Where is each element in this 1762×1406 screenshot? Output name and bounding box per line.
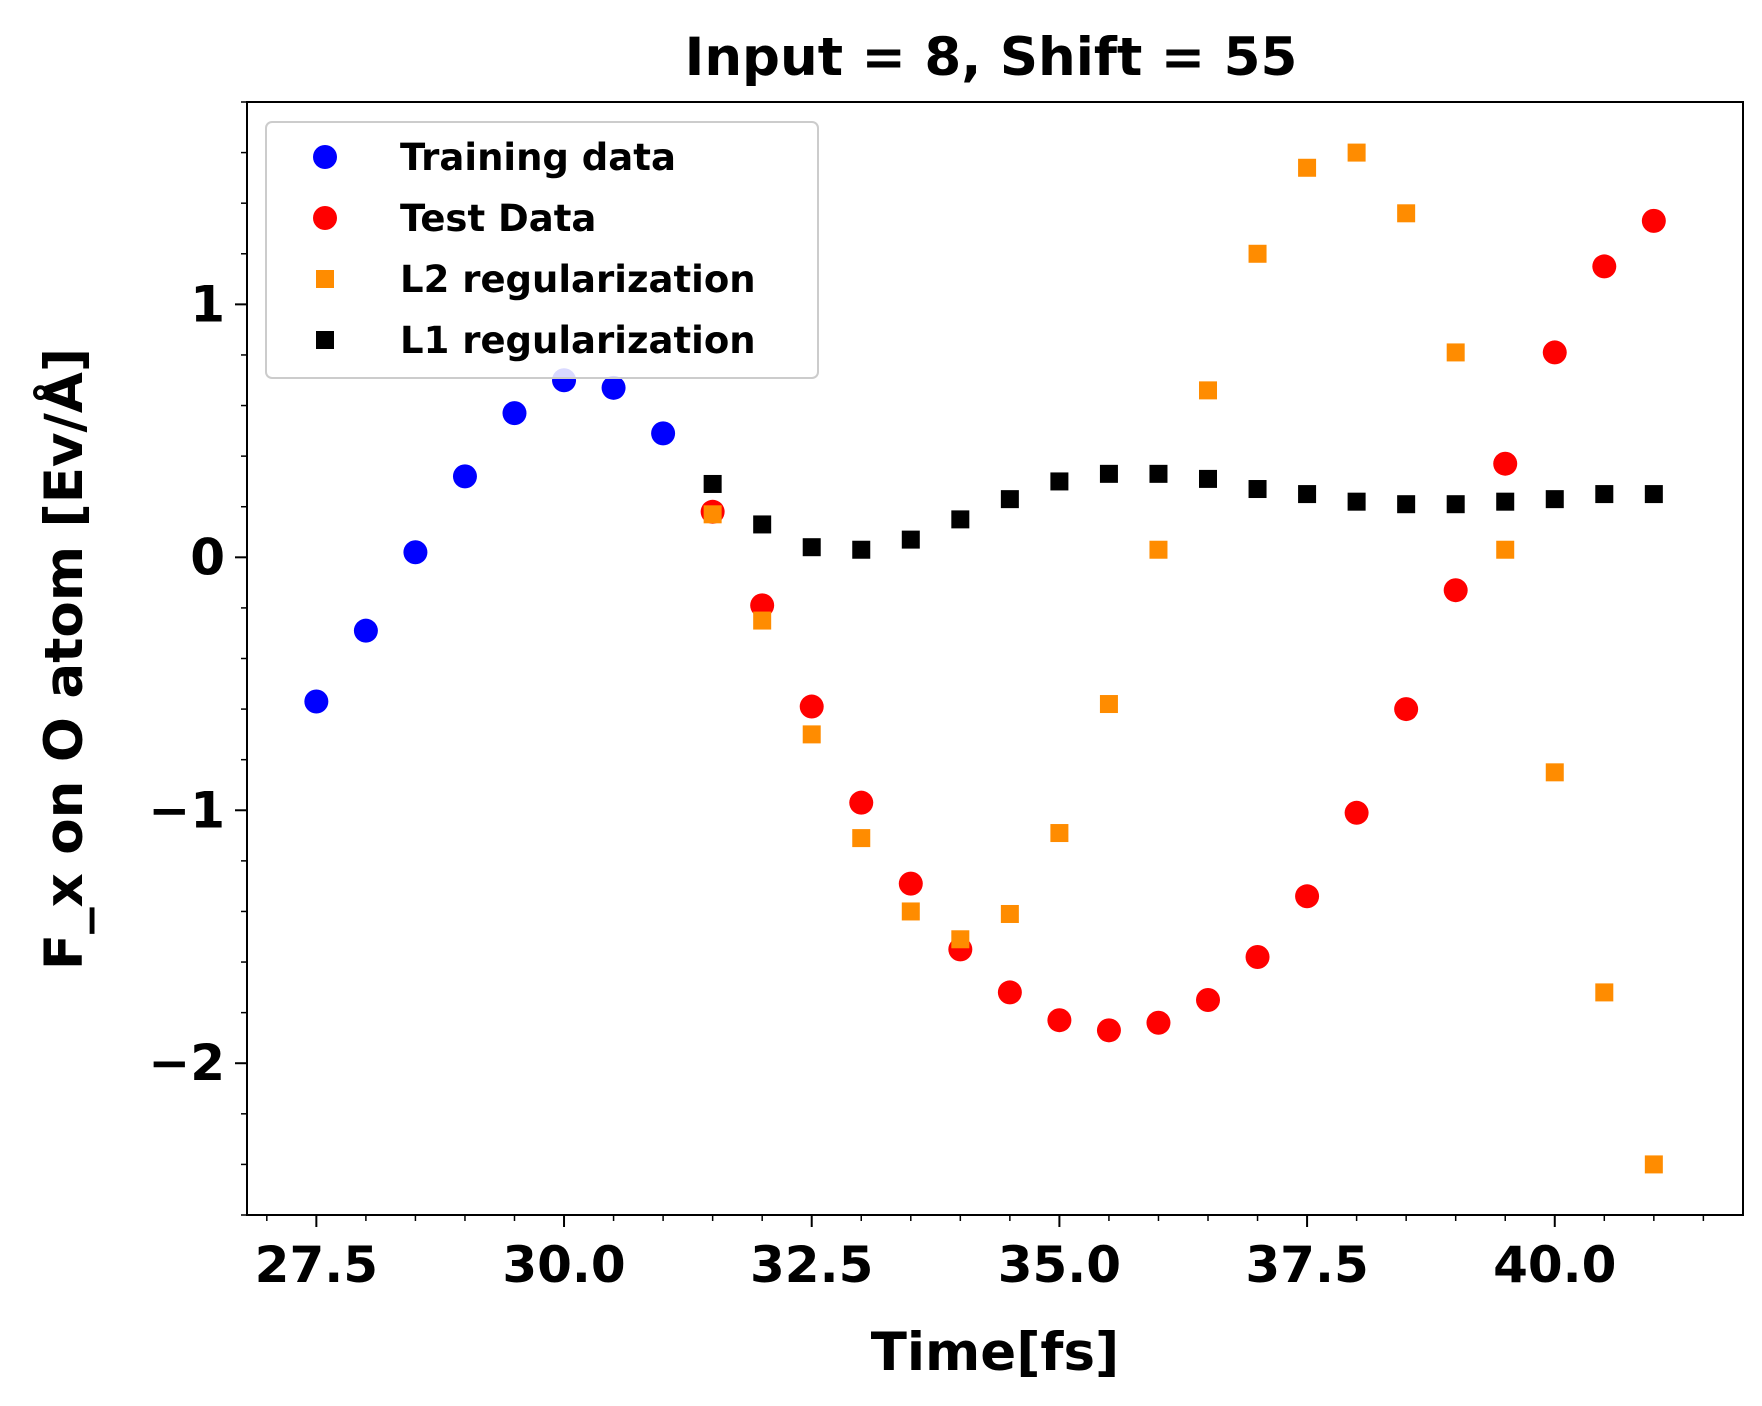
point-test-data: [849, 790, 874, 815]
series-l1-regularization: [703, 464, 1663, 559]
point-l2-regularization: [1000, 904, 1019, 923]
point-l2-regularization: [1644, 1155, 1663, 1174]
point-l1-regularization: [1347, 492, 1366, 511]
point-l2-regularization: [703, 505, 722, 524]
point-l2-regularization: [1496, 540, 1515, 559]
point-l1-regularization: [852, 540, 871, 559]
point-l1-regularization: [1248, 480, 1267, 499]
point-l1-regularization: [1298, 485, 1317, 504]
point-l2-regularization: [1248, 244, 1267, 263]
chart-title: Input = 8, Shift = 55: [685, 27, 1298, 88]
point-test-data: [997, 980, 1022, 1005]
y-tick-label: −1: [148, 781, 225, 839]
point-test-data: [1592, 254, 1617, 279]
point-test-data: [1096, 1018, 1121, 1043]
point-l2-regularization: [1050, 824, 1069, 843]
point-l1-regularization: [1397, 495, 1416, 514]
point-l2-regularization: [1298, 158, 1317, 177]
legend-box: [265, 121, 819, 379]
y-tick-label: 1: [190, 275, 225, 333]
data-points: [304, 143, 1666, 1174]
point-test-data: [1443, 578, 1468, 603]
legend-label: L1 regularization: [400, 319, 756, 362]
point-l1-regularization: [1545, 490, 1564, 509]
y-axis-label: F_x on O atom [Ev/Å]: [32, 348, 95, 970]
legend-label: Training data: [400, 136, 676, 179]
point-l1-regularization: [753, 515, 772, 534]
point-test-data: [1295, 884, 1320, 909]
point-l1-regularization: [1595, 485, 1614, 504]
point-l2-regularization: [951, 930, 970, 949]
point-l1-regularization: [1149, 464, 1168, 483]
point-l2-regularization: [901, 902, 920, 921]
point-l1-regularization: [1050, 472, 1069, 491]
point-l1-regularization: [802, 538, 821, 557]
point-l1-regularization: [1496, 492, 1515, 511]
legend-marker: [316, 270, 334, 288]
point-l1-regularization: [1199, 469, 1218, 488]
point-test-data: [750, 593, 775, 618]
point-l1-regularization: [951, 510, 970, 529]
series-l2-regularization: [703, 143, 1663, 1174]
point-l1-regularization: [901, 530, 920, 549]
x-tick-label: 30.0: [502, 1236, 625, 1294]
point-l2-regularization: [802, 725, 821, 744]
point-training-data: [452, 464, 477, 489]
point-training-data: [601, 375, 626, 400]
point-l2-regularization: [1595, 983, 1614, 1002]
legend-marker: [313, 206, 337, 230]
series-test-data: [700, 208, 1666, 1043]
x-tick-label: 32.5: [750, 1236, 873, 1294]
x-axis-label: Time[fs]: [871, 1322, 1120, 1383]
point-l1-regularization: [703, 474, 722, 493]
point-test-data: [1641, 208, 1666, 233]
point-test-data: [1196, 987, 1221, 1012]
point-l1-regularization: [1000, 490, 1019, 509]
legend-label: Test Data: [400, 197, 596, 240]
point-test-data: [1493, 451, 1518, 476]
legend-label: L2 regularization: [400, 258, 756, 301]
point-l1-regularization: [1644, 485, 1663, 504]
legend-marker: [313, 145, 337, 169]
point-l2-regularization: [1446, 343, 1465, 362]
point-training-data: [502, 401, 527, 426]
plot-frame: [246, 101, 1744, 1216]
point-l2-regularization: [1199, 381, 1218, 400]
point-training-data: [651, 421, 676, 446]
point-training-data: [353, 618, 378, 643]
tick-group: 27.5 30.0 32.5 35.0 37.5 40.0 1 0 −1 −2: [148, 101, 1705, 1294]
point-l2-regularization: [1149, 540, 1168, 559]
point-l2-regularization: [1347, 143, 1366, 162]
point-test-data: [1542, 340, 1567, 365]
point-test-data: [1146, 1010, 1171, 1035]
x-tick-label: 37.5: [1245, 1236, 1368, 1294]
point-test-data: [1245, 944, 1270, 969]
x-tick-label: 40.0: [1493, 1236, 1616, 1294]
point-test-data: [1047, 1008, 1072, 1033]
point-l2-regularization: [852, 829, 871, 848]
y-tick-label: −2: [148, 1034, 225, 1092]
point-training-data: [304, 689, 329, 714]
point-training-data: [403, 540, 428, 565]
point-l2-regularization: [1397, 204, 1416, 223]
point-test-data: [1344, 800, 1369, 825]
legend: Training data Test Data L2 regularization L…: [265, 121, 819, 379]
point-test-data: [898, 871, 923, 896]
legend-marker: [316, 331, 334, 349]
x-tick-label: 27.5: [255, 1236, 378, 1294]
x-tick-label: 35.0: [998, 1236, 1121, 1294]
point-test-data: [1394, 697, 1419, 722]
y-tick-label: 0: [190, 528, 225, 586]
point-l2-regularization: [1099, 695, 1118, 714]
point-l2-regularization: [1545, 763, 1564, 782]
point-l1-regularization: [1099, 464, 1118, 483]
point-test-data: [799, 694, 824, 719]
point-l2-regularization: [753, 611, 772, 630]
point-l1-regularization: [1446, 495, 1465, 514]
